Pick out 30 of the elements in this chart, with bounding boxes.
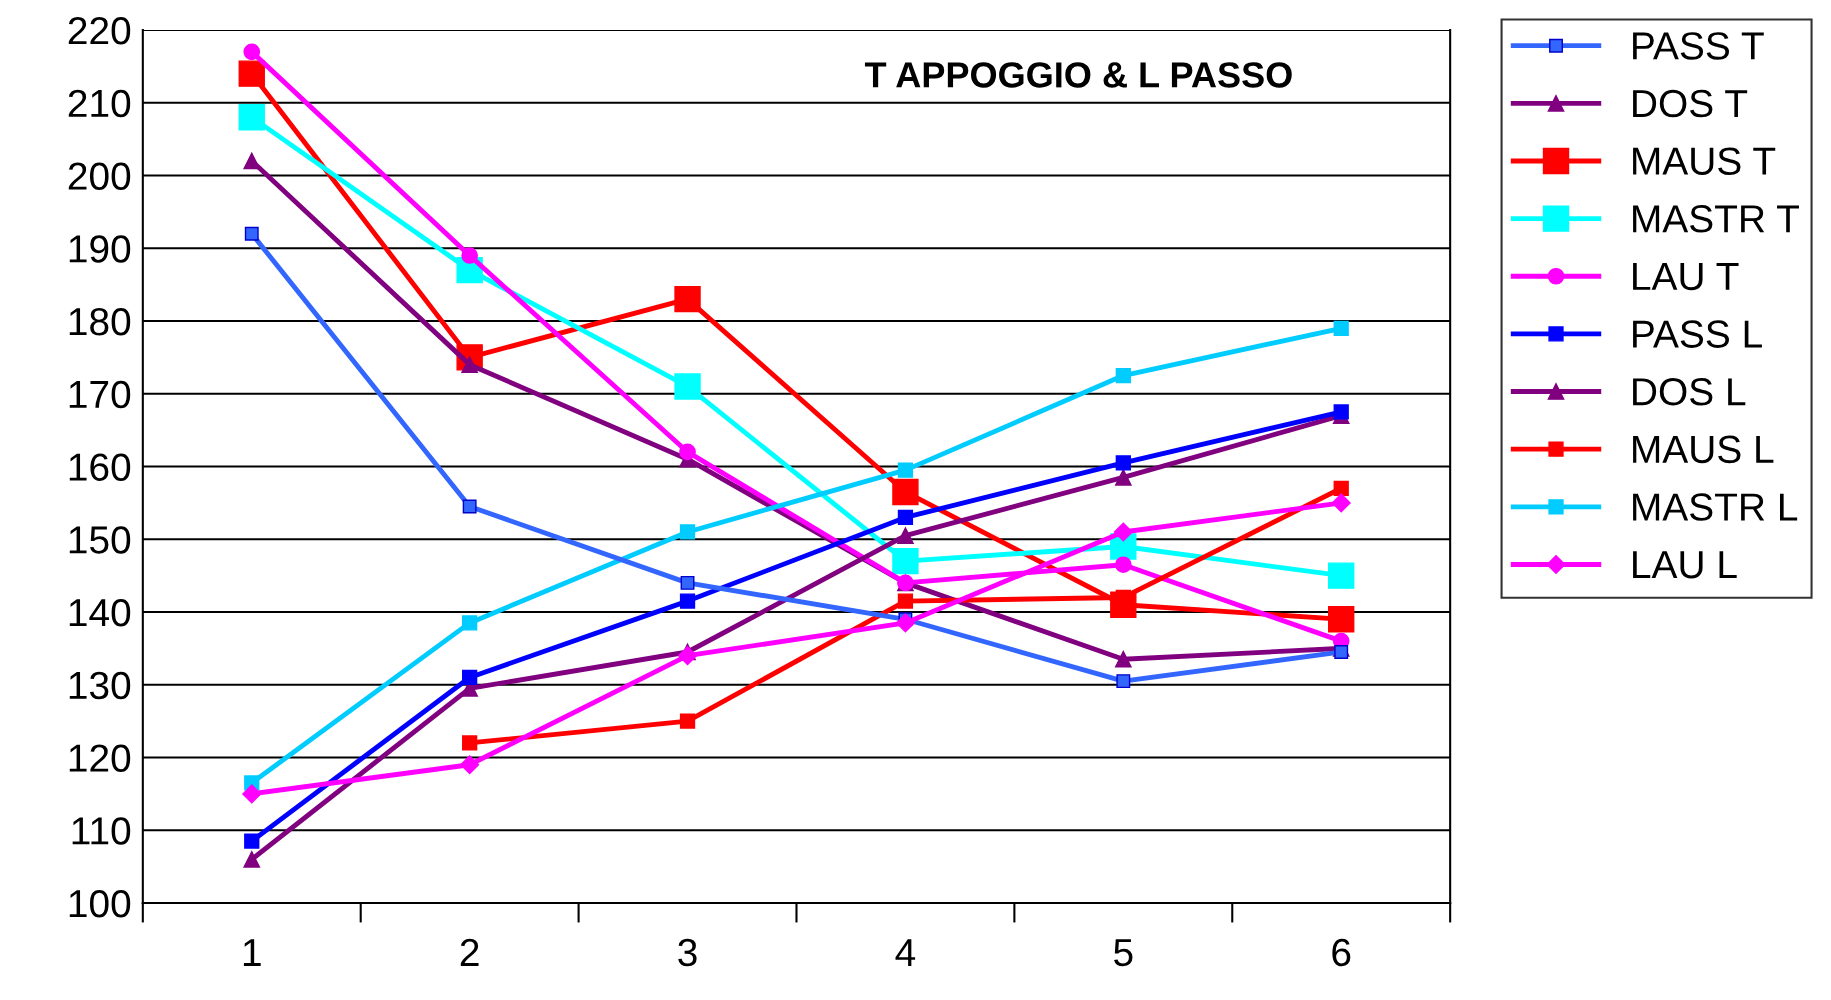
y-tick-label: 220 (68, 16, 131, 45)
y-tick-label: 110 (72, 817, 131, 845)
x-tick-label: 5 (1114, 939, 1133, 967)
legend-label: PASS L (1633, 320, 1762, 348)
legend-label: MASTR L (1633, 493, 1798, 521)
x-tick-label: 2 (460, 938, 479, 966)
y-tick-label: 210 (68, 89, 131, 118)
x-tick-label: 1 (243, 939, 261, 966)
legend-label: DOS L (1633, 377, 1746, 406)
y-tick-label: 190 (69, 235, 131, 263)
legend-label: MAUS T (1633, 147, 1776, 175)
y-tick-label: 200 (68, 162, 131, 190)
y-tick-label: 100 (69, 889, 131, 918)
legend-label: MAUS L (1633, 435, 1774, 464)
x-tick-label: 6 (1332, 938, 1351, 967)
y-tick-label: 160 (69, 453, 131, 481)
y-tick-label: 170 (69, 380, 131, 409)
y-tick-label: 180 (69, 307, 131, 336)
y-tick-label: 150 (69, 526, 131, 554)
text: T APPOGGIO & L PASSO (864, 62, 1292, 88)
x-tick-label: 3 (678, 938, 697, 967)
x-tick-label: 4 (895, 939, 916, 966)
y-tick-label: 140 (69, 598, 131, 627)
legend-label: LAU L (1633, 551, 1737, 579)
y-tick-label: 130 (69, 671, 131, 700)
legend-label: LAU T (1633, 263, 1739, 291)
legend-label: PASS T (1633, 32, 1764, 60)
y-tick-label: 120 (69, 744, 131, 772)
legend-label: DOS T (1633, 89, 1748, 118)
legend-label: MASTR T (1633, 205, 1799, 233)
